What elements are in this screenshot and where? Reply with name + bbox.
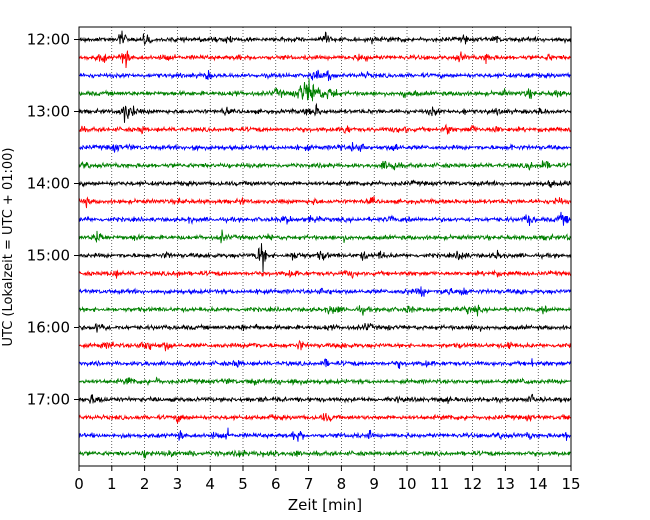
trace-line	[78, 243, 571, 273]
trace-line	[78, 160, 572, 171]
trace-line	[78, 102, 572, 123]
x-tick-label: 1	[107, 475, 117, 493]
seismic-traces	[78, 30, 572, 459]
trace-line	[78, 393, 572, 404]
y-tick-label: 16:00	[27, 319, 70, 337]
y-axis-ticks: 12:00 13:00 14:00 15:00 16:00 17:00	[27, 31, 79, 409]
x-axis-ticks: 0 1 2 3 4 5 6 7 8 9 10 11 12 13 14 15	[74, 466, 581, 493]
trace-line	[78, 339, 572, 352]
x-tick-label: 7	[304, 475, 314, 493]
x-tick-label: 8	[337, 475, 347, 493]
trace-line	[78, 229, 571, 244]
trace-line	[79, 50, 572, 69]
trace-line	[78, 179, 572, 188]
x-tick-label: 10	[397, 475, 416, 493]
trace-line	[78, 323, 572, 333]
trace-line	[78, 376, 572, 387]
x-tick-label: 11	[430, 475, 449, 493]
x-tick-label: 4	[205, 475, 215, 493]
trace-line	[78, 304, 572, 317]
x-tick-label: 12	[463, 475, 482, 493]
trace-line	[78, 195, 572, 209]
y-tick-label: 17:00	[27, 391, 70, 409]
x-tick-label: 13	[496, 475, 515, 493]
trace-line	[78, 286, 572, 297]
trace-line	[78, 427, 572, 442]
trace-line	[78, 358, 572, 369]
x-tick-label: 2	[140, 475, 150, 493]
trace-line	[78, 123, 572, 135]
plot-frame	[78, 26, 572, 467]
y-tick-label: 14:00	[27, 175, 70, 193]
x-tick-label: 3	[173, 475, 183, 493]
x-axis-label: Zeit [min]	[288, 496, 362, 514]
trace-line	[78, 412, 571, 424]
y-tick-label: 13:00	[27, 103, 70, 121]
x-tick-label: 5	[238, 475, 248, 493]
x-tick-label: 9	[369, 475, 379, 493]
grid-lines	[111, 27, 539, 466]
y-tick-label: 15:00	[27, 247, 70, 265]
trace-line	[78, 78, 572, 102]
y-tick-label: 12:00	[27, 31, 70, 49]
x-tick-label: 0	[74, 475, 84, 493]
trace-line	[78, 30, 572, 45]
trace-line	[78, 211, 572, 227]
trace-line	[78, 449, 572, 459]
x-tick-label: 14	[529, 475, 548, 493]
x-tick-label: 6	[271, 475, 281, 493]
trace-line	[78, 69, 572, 82]
trace-line	[78, 142, 572, 153]
y-axis-label: UTC (Lokalzeit = UTC + 01:00)	[1, 148, 16, 347]
trace-line	[78, 269, 572, 280]
x-tick-label: 15	[561, 475, 580, 493]
